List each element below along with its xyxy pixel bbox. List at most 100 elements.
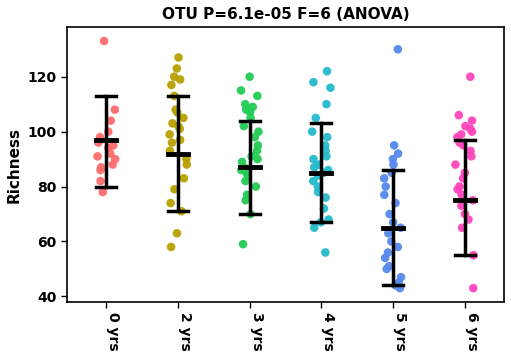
Point — [106, 151, 114, 156]
Point — [170, 93, 178, 99]
Point — [394, 151, 402, 156]
Point — [254, 129, 263, 135]
Point — [469, 197, 477, 203]
Point — [461, 123, 470, 129]
Point — [168, 140, 176, 145]
Point — [247, 154, 256, 159]
Point — [468, 118, 476, 124]
Point — [237, 88, 245, 93]
Point — [107, 118, 115, 124]
Point — [390, 142, 398, 148]
Title: OTU P=6.1e-05 F=6 (ANOVA): OTU P=6.1e-05 F=6 (ANOVA) — [162, 7, 409, 22]
Point — [394, 280, 403, 286]
Point — [108, 162, 117, 168]
Point — [94, 140, 102, 145]
Point — [97, 178, 105, 184]
Point — [312, 115, 320, 121]
Point — [246, 74, 254, 79]
Point — [246, 110, 254, 115]
Point — [387, 170, 396, 176]
Point — [457, 192, 466, 198]
Point — [253, 93, 262, 99]
Point — [111, 107, 119, 112]
Point — [176, 126, 184, 132]
Point — [397, 225, 405, 231]
Point — [324, 217, 333, 222]
Point — [387, 239, 396, 245]
Point — [315, 162, 323, 168]
Point — [111, 156, 119, 162]
Point — [176, 137, 184, 143]
Point — [455, 112, 463, 118]
Point — [310, 164, 318, 170]
Point — [322, 154, 331, 159]
Point — [384, 230, 392, 236]
Point — [172, 107, 180, 112]
Point — [100, 38, 108, 44]
Point — [321, 195, 330, 200]
Point — [179, 115, 188, 121]
Point — [453, 134, 461, 140]
Point — [389, 156, 397, 162]
Point — [381, 255, 389, 261]
Point — [455, 184, 463, 189]
Point — [380, 192, 388, 198]
Point — [174, 55, 182, 61]
Point — [319, 170, 328, 176]
Point — [240, 123, 248, 129]
Point — [242, 107, 250, 112]
Point — [96, 137, 104, 143]
Point — [243, 192, 251, 198]
Point — [167, 200, 175, 206]
Point — [252, 184, 260, 189]
Point — [458, 225, 466, 231]
Point — [309, 79, 317, 85]
Point — [246, 115, 254, 121]
Point — [166, 131, 174, 137]
Point — [169, 121, 177, 126]
Point — [96, 134, 104, 140]
Point — [167, 244, 175, 250]
Point — [244, 173, 252, 178]
Point — [242, 170, 250, 176]
Point — [239, 241, 247, 247]
Point — [469, 285, 477, 291]
Point — [241, 178, 249, 184]
Point — [317, 219, 325, 225]
Point — [176, 77, 184, 82]
Point — [237, 167, 245, 173]
Point — [461, 211, 469, 217]
Point — [383, 266, 391, 272]
Point — [459, 175, 467, 181]
Point — [461, 170, 469, 176]
Point — [314, 173, 322, 178]
Point — [240, 164, 248, 170]
Point — [99, 189, 107, 195]
Point — [323, 134, 331, 140]
Point — [173, 66, 181, 71]
Point — [382, 184, 390, 189]
Point — [322, 101, 331, 107]
Point — [253, 148, 261, 154]
Point — [457, 203, 466, 209]
Point — [170, 187, 178, 192]
Point — [466, 74, 474, 79]
Point — [173, 110, 181, 115]
Point — [385, 263, 393, 269]
Point — [327, 85, 335, 91]
Point — [451, 162, 459, 168]
Point — [177, 208, 185, 214]
Point — [391, 200, 400, 206]
Point — [254, 142, 262, 148]
Point — [167, 82, 175, 88]
Point — [241, 101, 249, 107]
Point — [389, 162, 398, 168]
Point — [246, 211, 254, 217]
Point — [394, 47, 402, 52]
Point — [391, 282, 400, 288]
Point — [464, 217, 473, 222]
Point — [249, 104, 257, 110]
Point — [397, 274, 405, 280]
Point — [385, 211, 393, 217]
Point — [320, 205, 328, 211]
